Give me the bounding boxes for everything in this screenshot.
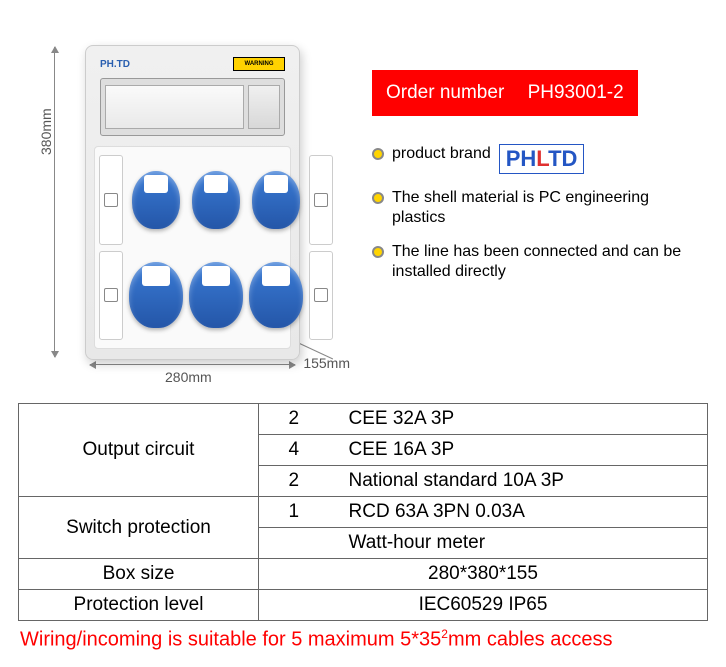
order-label: Order number	[386, 82, 504, 103]
cee-socket-32a	[249, 251, 303, 341]
spec-table: Output circuit 2 CEE 32A 3P 4 CEE 16A 3P…	[18, 403, 708, 621]
install-bullet: The line has been connected and can be i…	[372, 242, 706, 282]
cee-socket-32a	[129, 251, 183, 341]
warning-label: WARNING	[233, 57, 285, 71]
desc-cell: RCD 63A 3PN 0.03A	[329, 497, 708, 528]
cee-socket-16a	[249, 155, 303, 245]
material-bullet: The shell material is PC engineering pla…	[372, 188, 706, 228]
bullet-text: The line has been connected and can be i…	[392, 242, 706, 282]
dim-height-label: 380mm	[38, 108, 54, 155]
brand-bullet: product brand PHLTD	[372, 144, 706, 174]
bullet-icon	[372, 192, 384, 204]
protection-level-value: IEC60529 IP65	[259, 590, 708, 621]
desc-cell: CEE 32A 3P	[329, 404, 708, 435]
wiring-footnote: Wiring/incoming is suitable for 5 maximu…	[0, 627, 726, 652]
bullet-icon	[372, 246, 384, 258]
output-circuit-label: Output circuit	[19, 404, 259, 497]
cee-socket-32a	[189, 251, 243, 341]
domestic-socket	[99, 251, 123, 341]
domestic-socket	[309, 251, 333, 341]
qty-cell	[259, 528, 329, 559]
dim-width-label: 280mm	[165, 369, 212, 385]
table-row: Output circuit 2 CEE 32A 3P	[19, 404, 708, 435]
qty-cell: 2	[259, 404, 329, 435]
dim-depth-label: 155mm	[303, 355, 350, 371]
box-size-label: Box size	[19, 559, 259, 590]
bullet-text: The shell material is PC engineering pla…	[392, 188, 706, 228]
box-brand: PH.TD	[100, 59, 130, 70]
cee-socket-16a	[189, 155, 243, 245]
breaker-window	[100, 78, 285, 136]
qty-cell: 4	[259, 435, 329, 466]
brand-label: product brand	[392, 144, 491, 164]
cee-socket-16a	[129, 155, 183, 245]
qty-cell: 1	[259, 497, 329, 528]
rcd-breaker	[248, 85, 280, 129]
protection-level-label: Protection level	[19, 590, 259, 621]
table-row: Protection level IEC60529 IP65	[19, 590, 708, 621]
domestic-socket	[99, 155, 123, 245]
switch-protection-label: Switch protection	[19, 497, 259, 559]
dim-height-line	[54, 47, 55, 357]
info-column: Order number PH93001-2 product brand PHL…	[360, 15, 716, 385]
distribution-box: PH.TD WARNING	[85, 45, 300, 360]
dim-width-line	[90, 364, 295, 365]
bullet-icon	[372, 148, 384, 160]
desc-cell: Watt-hour meter	[329, 528, 708, 559]
product-image: 380mm 280mm 155mm PH.TD WARNING	[10, 15, 360, 385]
order-value: PH93001-2	[528, 82, 624, 103]
socket-area	[94, 146, 291, 349]
table-row: Switch protection 1 RCD 63A 3PN 0.03A	[19, 497, 708, 528]
desc-cell: National standard 10A 3P	[329, 466, 708, 497]
domestic-socket	[309, 155, 333, 245]
watt-meter	[105, 85, 244, 129]
box-size-value: 280*380*155	[259, 559, 708, 590]
qty-cell: 2	[259, 466, 329, 497]
brand-logo: PHLTD	[499, 144, 585, 174]
table-row: Box size 280*380*155	[19, 559, 708, 590]
desc-cell: CEE 16A 3P	[329, 435, 708, 466]
order-number-box: Order number PH93001-2	[372, 70, 638, 116]
